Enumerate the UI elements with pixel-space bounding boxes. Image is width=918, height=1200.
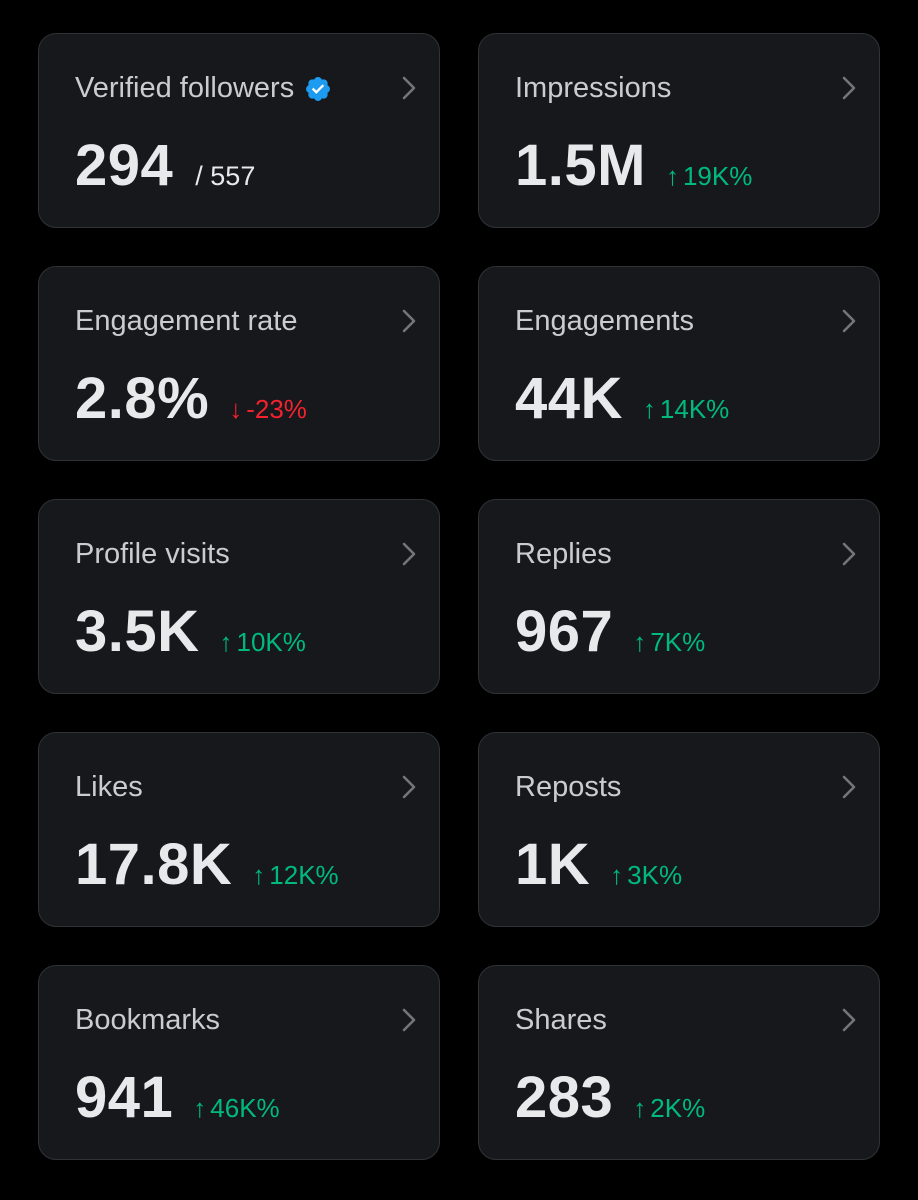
metric-value: 3.5K: [75, 599, 200, 664]
card-title: Reposts: [515, 771, 621, 804]
value-row: 17.8K ↑ 12K%: [75, 831, 339, 898]
value-row: 44K ↑ 14K%: [515, 365, 729, 432]
card-title: Verified followers: [75, 72, 332, 105]
value-row: 1.5M ↑ 19K%: [515, 132, 752, 199]
chevron-right-icon[interactable]: [839, 307, 861, 335]
arrow-up-icon: ↑: [633, 1093, 647, 1123]
change-value: 19K%: [682, 161, 753, 191]
metric-total: / 557: [195, 161, 256, 191]
verified-followers-card[interactable]: Verified followers 294 / 557: [38, 33, 440, 228]
engagement-rate-card[interactable]: Engagement rate 2.8% ↓ -23%: [38, 266, 440, 461]
change-indicator: ↓ -23%: [229, 394, 307, 425]
arrow-down-icon: ↓: [229, 394, 243, 424]
value-row: 2.8% ↓ -23%: [75, 365, 307, 432]
likes-card[interactable]: Likes 17.8K ↑ 12K%: [38, 732, 440, 927]
card-label: Shares: [515, 1004, 607, 1036]
change-indicator: ↑ 3K%: [610, 860, 682, 891]
change-value: -23%: [246, 394, 307, 424]
engagements-card[interactable]: Engagements 44K ↑ 14K%: [478, 266, 880, 461]
change-indicator: ↑ 46K%: [193, 1093, 279, 1124]
change-indicator: ↑ 7K%: [633, 627, 705, 658]
chevron-right-icon[interactable]: [399, 307, 421, 335]
card-title: Replies: [515, 538, 612, 571]
value-row: 967 ↑ 7K%: [515, 598, 705, 665]
shares-card[interactable]: Shares 283 ↑ 2K%: [478, 965, 880, 1160]
change-value: 7K%: [650, 627, 706, 657]
change-value: 3K%: [627, 860, 683, 890]
metric-value: 17.8K: [75, 832, 233, 897]
arrow-up-icon: ↑: [610, 860, 624, 890]
change-indicator: ↑ 12K%: [252, 860, 338, 891]
metric-value: 1K: [515, 832, 591, 897]
value-row: 1K ↑ 3K%: [515, 831, 682, 898]
card-label: Profile visits: [75, 538, 230, 570]
chevron-right-icon[interactable]: [839, 1006, 861, 1034]
value-row: 294 / 557: [75, 132, 255, 199]
change-indicator: ↑ 2K%: [633, 1093, 705, 1124]
card-label: Reposts: [515, 771, 622, 803]
change-value: 2K%: [650, 1093, 706, 1123]
card-title: Bookmarks: [75, 1004, 220, 1037]
change-indicator: ↑ 14K%: [643, 394, 729, 425]
metric-value: 294: [75, 133, 174, 198]
card-title: Likes: [75, 771, 143, 804]
arrow-up-icon: ↑: [665, 161, 679, 191]
profile-visits-card[interactable]: Profile visits 3.5K ↑ 10K%: [38, 499, 440, 694]
change-value: 10K%: [236, 627, 306, 657]
chevron-right-icon[interactable]: [839, 540, 861, 568]
impressions-card[interactable]: Impressions 1.5M ↑ 19K%: [478, 33, 880, 228]
arrow-up-icon: ↑: [219, 627, 233, 657]
arrow-up-icon: ↑: [193, 1093, 207, 1123]
verified-badge-icon: [306, 76, 331, 101]
card-label: Likes: [75, 771, 143, 803]
card-title: Impressions: [515, 72, 671, 105]
metric-value: 941: [75, 1065, 174, 1130]
chevron-right-icon[interactable]: [839, 773, 861, 801]
card-title: Engagements: [515, 305, 694, 338]
value-row: 941 ↑ 46K%: [75, 1064, 280, 1131]
metric-value: 1.5M: [515, 133, 646, 198]
change-value: 12K%: [269, 860, 339, 890]
card-label: Engagement rate: [75, 305, 298, 337]
bookmarks-card[interactable]: Bookmarks 941 ↑ 46K%: [38, 965, 440, 1160]
change-indicator: ↑ 10K%: [220, 627, 306, 658]
card-label: Replies: [515, 538, 612, 570]
card-title: Engagement rate: [75, 305, 297, 338]
card-label: Engagements: [515, 305, 694, 337]
card-title: Profile visits: [75, 538, 230, 571]
replies-card[interactable]: Replies 967 ↑ 7K%: [478, 499, 880, 694]
card-label: Verified followers: [75, 72, 295, 104]
chevron-right-icon[interactable]: [399, 1006, 421, 1034]
arrow-up-icon: ↑: [633, 627, 647, 657]
arrow-up-icon: ↑: [642, 394, 656, 424]
metric-value: 967: [515, 599, 614, 664]
chevron-right-icon[interactable]: [399, 540, 421, 568]
chevron-right-icon[interactable]: [399, 74, 421, 102]
value-row: 3.5K ↑ 10K%: [75, 598, 306, 665]
chevron-right-icon[interactable]: [839, 74, 861, 102]
change-value: 14K%: [659, 394, 730, 424]
value-row: 283 ↑ 2K%: [515, 1064, 705, 1131]
metric-value: 2.8%: [75, 366, 210, 431]
metric-value: 283: [515, 1065, 614, 1130]
arrow-up-icon: ↑: [252, 860, 266, 890]
card-label: Impressions: [515, 72, 672, 104]
reposts-card[interactable]: Reposts 1K ↑ 3K%: [478, 732, 880, 927]
change-indicator: ↑ 19K%: [666, 161, 752, 192]
card-label: Bookmarks: [75, 1004, 221, 1036]
card-title: Shares: [515, 1004, 607, 1037]
chevron-right-icon[interactable]: [399, 773, 421, 801]
metric-value: 44K: [515, 366, 623, 431]
change-value: 46K%: [210, 1093, 280, 1123]
metrics-grid: Verified followers 294 / 557 Impressions…: [38, 33, 880, 1160]
